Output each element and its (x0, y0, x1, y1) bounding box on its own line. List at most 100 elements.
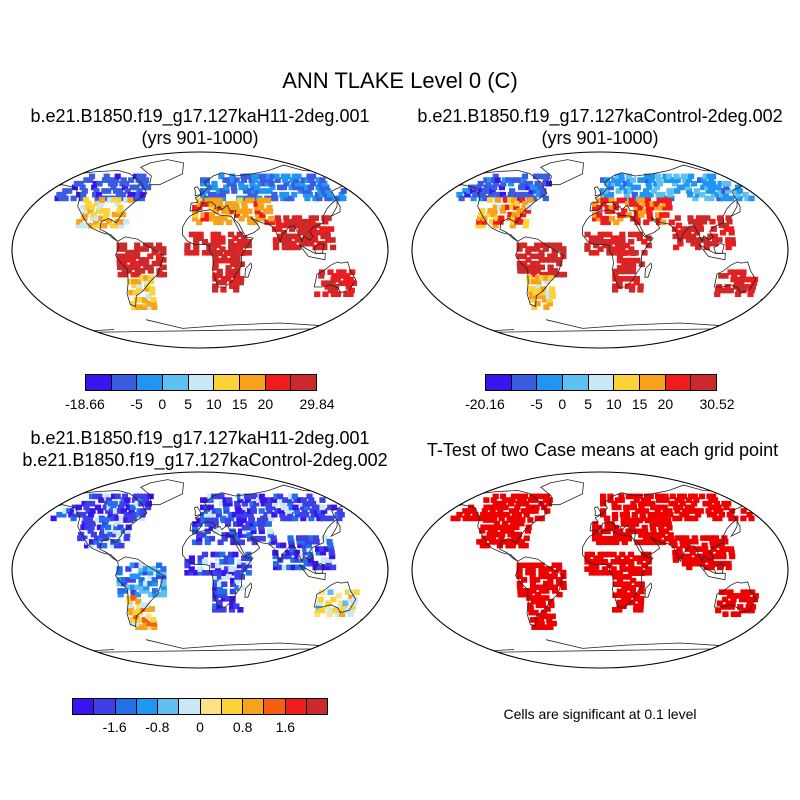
grid-cell (556, 271, 563, 278)
grid-cell (681, 557, 688, 563)
grid-cell (229, 283, 236, 289)
grid-cell (521, 204, 528, 211)
grid-cell (93, 200, 100, 207)
map-border (411, 471, 789, 669)
grid-cell (219, 191, 226, 198)
grid-cell (231, 188, 238, 194)
grid-cell (633, 279, 640, 286)
grid-cell (625, 592, 632, 598)
grid-cell (211, 184, 218, 191)
grid-cell (207, 191, 215, 198)
colorbar-tick-label: -1.6 (102, 719, 127, 735)
grid-cell (490, 177, 497, 183)
grid-cell (277, 237, 284, 243)
grid-cell (611, 511, 619, 518)
grid-cell (601, 551, 609, 558)
grid-cell (285, 549, 292, 556)
grid-cell (226, 500, 233, 507)
colorbar-swatch (291, 375, 317, 390)
grid-cell (534, 242, 541, 249)
grid-cell (204, 517, 211, 524)
grid-cell (514, 504, 521, 511)
grid-cell (725, 560, 732, 567)
grid-cell (653, 184, 661, 191)
grid-cell (628, 287, 636, 293)
grid-cell (239, 511, 246, 518)
grid-cell (529, 566, 536, 572)
grid-cell (592, 212, 599, 218)
grid-cell (192, 521, 199, 527)
grid-cell (300, 515, 307, 522)
grid-cell (227, 231, 235, 238)
grid-cell (716, 553, 723, 560)
grid-cell (301, 508, 308, 514)
grid-cell (201, 239, 209, 245)
grid-cell (627, 184, 634, 191)
grid-cell (120, 211, 127, 218)
grid-cell (339, 611, 346, 617)
grid-cell (728, 229, 735, 236)
grid-cell (510, 215, 518, 222)
grid-cell (749, 284, 757, 290)
grid-cell (77, 180, 84, 187)
coastline-borneo (313, 563, 325, 574)
grid-cell (608, 204, 615, 211)
grid-cell (348, 593, 355, 599)
grid-cells (50, 493, 360, 630)
grid-cell (253, 201, 260, 207)
grid-cell (132, 289, 139, 296)
grid-cell (537, 184, 544, 191)
grid-cell (637, 599, 644, 606)
grid-cell (624, 521, 632, 527)
grid-cell (625, 574, 632, 580)
grid-cell (223, 566, 230, 572)
grid-cell (221, 254, 228, 260)
grid-cell (509, 508, 516, 514)
grid-cell (633, 603, 640, 609)
grid-cell (584, 246, 591, 252)
grid-cell (145, 504, 152, 511)
grid-cell (272, 500, 279, 507)
grid-cell (304, 195, 311, 202)
grid-cell (636, 517, 643, 524)
grid-cell (543, 624, 550, 630)
grid-cell (492, 511, 499, 518)
grid-cell (291, 493, 298, 500)
grid-cell (113, 177, 120, 183)
grid-cell (312, 195, 319, 202)
grid-cell (260, 180, 267, 187)
grid-cell (212, 592, 219, 598)
grid-cell (634, 592, 641, 598)
grid-cell (740, 508, 747, 514)
grid-cell (487, 208, 494, 214)
grid-cell (234, 532, 241, 538)
grid-cell (127, 511, 134, 518)
grid-cell (502, 520, 509, 527)
grid-cell (92, 180, 99, 187)
grid-cell (160, 246, 167, 252)
grid-cell (148, 286, 155, 292)
grid-cell (478, 195, 485, 202)
grid-cell (489, 535, 496, 542)
colorbar-tick-label: 5 (184, 396, 193, 412)
grid-cell (709, 218, 716, 225)
grid-cell (312, 237, 319, 243)
grid-cell (503, 511, 510, 518)
grid-cell (596, 215, 603, 222)
grid-cell (543, 588, 550, 594)
grid-cell (523, 219, 530, 225)
grid-cell (347, 611, 354, 617)
grid-cell (279, 511, 286, 518)
grid-cell (116, 257, 123, 263)
grid-cell (490, 531, 497, 538)
grid-cell (653, 521, 660, 527)
grid-cell (672, 557, 679, 563)
grid-cell (134, 500, 141, 507)
grid-cell (92, 191, 99, 198)
grid-cell (482, 517, 490, 523)
grid-cell (291, 180, 298, 187)
grid-cell (712, 240, 719, 247)
grid-cell (303, 557, 310, 563)
grid-cell (292, 515, 299, 522)
grid-cell (99, 208, 107, 214)
